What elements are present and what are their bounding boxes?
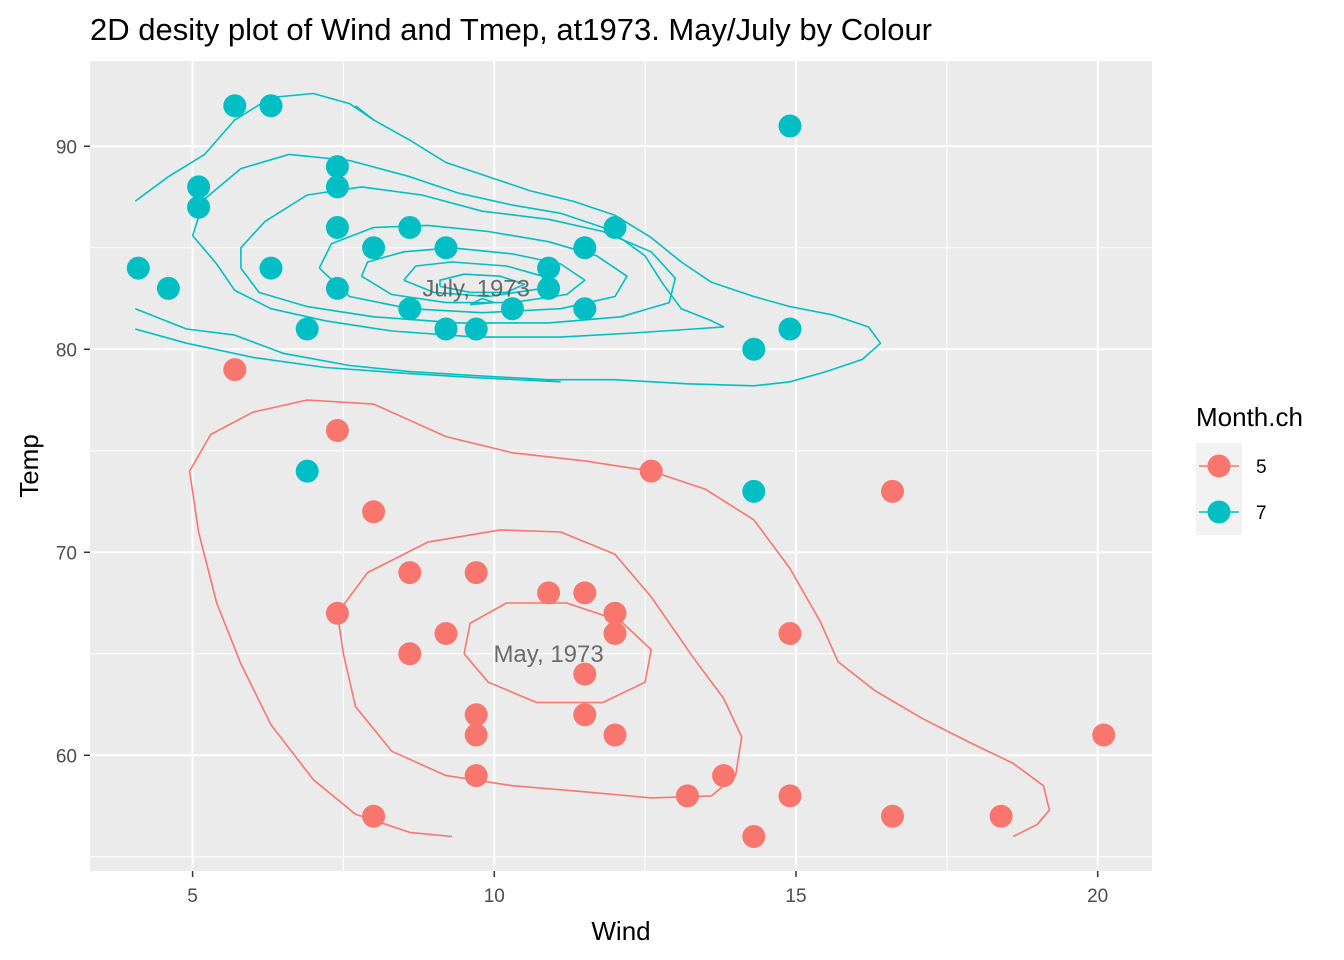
x-tick-label: 5 (187, 886, 198, 907)
data-point-5 (398, 561, 422, 585)
data-point-7 (187, 175, 211, 199)
data-point-7 (464, 317, 488, 341)
data-point-7 (398, 216, 422, 239)
y-axis-title: Temp (14, 434, 44, 498)
data-point-7 (742, 479, 766, 503)
y-tick-label: 90 (56, 137, 77, 158)
data-point-5 (325, 601, 349, 625)
data-point-7 (434, 317, 458, 341)
data-point-5 (573, 703, 597, 727)
legend-keys: 57 (1196, 443, 1267, 535)
x-tick-label: 15 (785, 886, 806, 907)
data-point-7 (398, 297, 422, 321)
contour-line-7 (135, 105, 882, 387)
data-point-5 (881, 804, 904, 828)
data-point-7 (325, 276, 349, 300)
data-point-7 (259, 256, 283, 280)
data-point-5 (398, 642, 422, 666)
data-point-5 (603, 723, 627, 747)
contour-line-7 (134, 92, 375, 202)
legend: Month.ch 57 (1196, 402, 1303, 535)
x-axis: 5 10 15 20 (187, 871, 1108, 907)
data-point-5 (675, 784, 699, 808)
data-point-5 (881, 479, 904, 503)
data-point-5 (223, 358, 247, 382)
data-point-7 (325, 155, 349, 179)
data-point-7 (603, 216, 627, 239)
data-point-5 (362, 500, 386, 524)
y-tick-label: 60 (56, 746, 77, 767)
data-point-7 (573, 297, 597, 321)
contour-line-7 (240, 186, 677, 324)
data-point-7 (325, 175, 349, 199)
contour-line-7 (439, 273, 526, 294)
data-point-7 (187, 195, 211, 219)
data-point-7 (295, 317, 319, 341)
data-point-5 (712, 764, 736, 788)
contour-annotations: July, 1973 May, 1973 (422, 275, 603, 667)
data-point-7 (295, 459, 319, 483)
contour-line-5 (463, 602, 652, 704)
legend-label-5: 5 (1256, 457, 1267, 478)
x-tick-label: 20 (1087, 886, 1108, 907)
data-point-7 (742, 337, 766, 361)
x-tick-label: 10 (484, 886, 505, 907)
data-point-5 (537, 581, 561, 605)
data-point-7 (537, 256, 561, 280)
data-point-7 (362, 236, 386, 260)
data-point-5 (464, 561, 488, 585)
data-point-5 (778, 784, 802, 808)
data-point-5 (603, 622, 627, 645)
legend-label-7: 7 (1256, 503, 1267, 524)
legend-key-point (1207, 454, 1231, 478)
contour-line-7 (318, 224, 628, 314)
x-axis-title: Wind (591, 916, 650, 946)
density-contours (134, 92, 1051, 838)
data-point-5 (464, 723, 488, 747)
data-point-5 (778, 622, 802, 645)
y-axis: 60 70 80 90 (56, 137, 90, 767)
data-point-7 (778, 317, 802, 341)
data-point-7 (434, 236, 458, 260)
data-point-5 (989, 804, 1013, 828)
data-point-7 (223, 94, 247, 118)
data-point-7 (537, 276, 561, 300)
contour-line-7 (191, 153, 725, 338)
contour-line-7 (360, 247, 586, 304)
data-point-7 (325, 216, 349, 239)
data-point-7 (500, 297, 524, 321)
legend-key-point (1207, 500, 1231, 524)
legend-title: Month.ch (1196, 402, 1303, 432)
data-point-5 (639, 459, 663, 483)
data-point-5 (573, 662, 597, 686)
contour-annotation: July, 1973 (422, 275, 530, 302)
data-points (126, 94, 1116, 848)
contour-annotation: May, 1973 (493, 641, 603, 668)
data-point-5 (742, 825, 766, 848)
data-point-5 (603, 601, 627, 625)
data-point-5 (464, 764, 488, 788)
data-point-7 (259, 94, 283, 118)
data-point-7 (156, 276, 180, 300)
data-point-5 (325, 419, 349, 442)
data-point-5 (434, 622, 458, 645)
contour-line-7 (135, 328, 561, 383)
data-point-7 (573, 236, 597, 260)
contour-line-5 (188, 399, 1051, 838)
chart-title: 2D desity plot of Wind and Tmep, at1973.… (90, 12, 932, 47)
data-point-5 (464, 703, 488, 727)
y-tick-label: 80 (56, 340, 77, 361)
contour-line-7 (469, 297, 496, 306)
data-point-5 (362, 804, 386, 828)
data-point-5 (1092, 723, 1116, 747)
y-tick-label: 70 (56, 543, 77, 564)
contour-line-5 (336, 529, 743, 799)
data-point-5 (573, 581, 597, 605)
data-point-7 (778, 114, 802, 138)
data-point-7 (126, 256, 150, 280)
